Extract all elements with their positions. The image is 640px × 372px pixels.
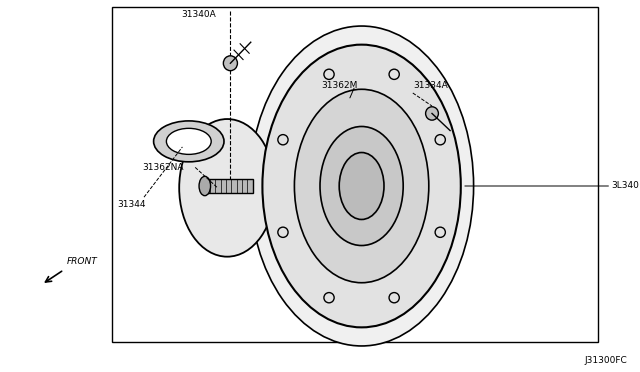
Text: 31362M: 31362M	[321, 81, 357, 90]
Text: 31340A: 31340A	[181, 10, 216, 19]
Text: FRONT: FRONT	[67, 257, 98, 266]
Text: 31362NA: 31362NA	[143, 163, 184, 172]
Text: 31334A: 31334A	[413, 81, 447, 90]
Ellipse shape	[223, 56, 237, 71]
Ellipse shape	[320, 126, 403, 246]
Ellipse shape	[154, 121, 224, 162]
Ellipse shape	[250, 26, 474, 346]
Ellipse shape	[166, 128, 211, 154]
Bar	[205, 179, 253, 193]
Ellipse shape	[179, 119, 275, 257]
Ellipse shape	[426, 107, 438, 120]
Text: J31300FC: J31300FC	[584, 356, 627, 365]
Text: 31344: 31344	[117, 200, 145, 209]
Ellipse shape	[294, 89, 429, 283]
Ellipse shape	[199, 176, 211, 196]
Text: 3L340: 3L340	[611, 182, 639, 190]
Ellipse shape	[262, 45, 461, 327]
Bar	[112, 7, 598, 342]
Ellipse shape	[339, 153, 384, 219]
